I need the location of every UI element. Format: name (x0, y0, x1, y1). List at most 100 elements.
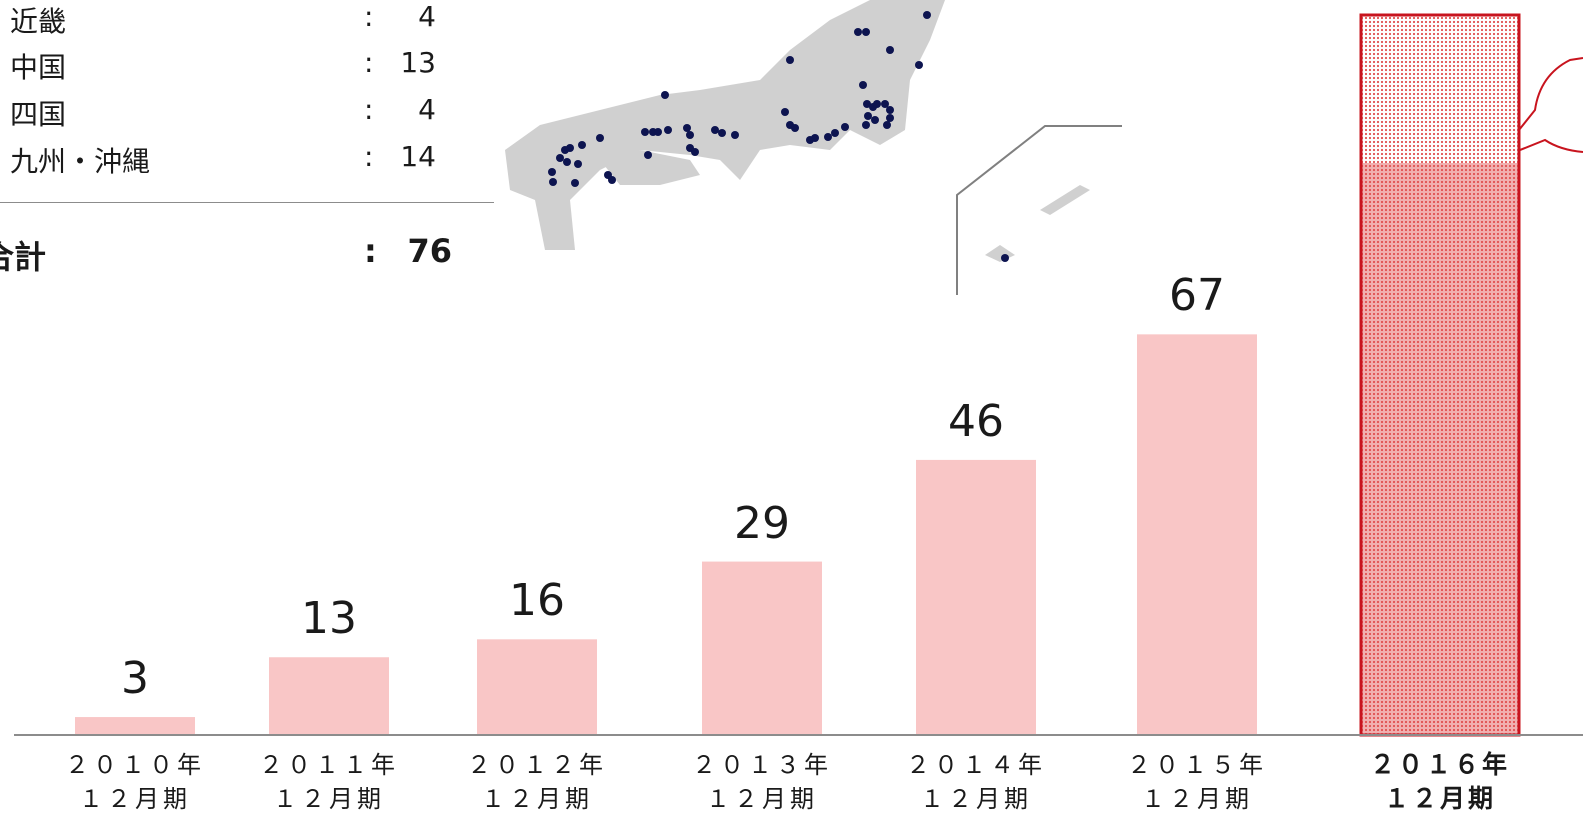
region-colon: : (364, 0, 374, 33)
x-tick-label-line: ２０１１年 (259, 751, 399, 779)
location-dot (664, 126, 672, 134)
region-name: 四国 (10, 98, 67, 131)
location-dot (549, 178, 557, 186)
location-dot (574, 160, 582, 168)
x-tick-label-line: １２月期 (1141, 785, 1253, 813)
x-tick-label-line: １２月期 (920, 785, 1032, 813)
location-dot (781, 108, 789, 116)
location-dot (883, 121, 891, 129)
x-tick-label-line: １２月期 (273, 785, 385, 813)
region-row-kyushu-okinawa: 九州・沖縄 : 14 (0, 140, 494, 178)
location-dot (578, 141, 586, 149)
location-dot (786, 56, 794, 64)
location-dot (683, 124, 691, 132)
location-dot (791, 124, 799, 132)
location-dot (641, 128, 649, 136)
bar (477, 639, 597, 735)
total-row: 合計 : 76 (0, 232, 494, 276)
bar (702, 561, 822, 735)
location-dot (915, 61, 923, 69)
location-dot (863, 100, 871, 108)
location-dot (859, 81, 867, 89)
location-dot (923, 11, 931, 19)
x-tick-label-line: １２月期 (79, 785, 191, 813)
location-dot (862, 121, 870, 129)
location-dot (881, 100, 889, 108)
bar-value-label: 46 (948, 395, 1004, 447)
location-dot (561, 146, 569, 154)
location-dot (718, 129, 726, 137)
bar-value-label: 3 (121, 653, 149, 705)
location-dot (871, 116, 879, 124)
bar (75, 717, 195, 735)
region-value: 14 (400, 140, 436, 173)
x-tick-label-line: ２０１６年 (1369, 750, 1510, 779)
region-name: 中国 (10, 51, 67, 84)
region-colon: : (364, 140, 374, 173)
location-dot (862, 28, 870, 36)
region-row-shikoku: 四国 : 4 (0, 93, 494, 131)
location-dot (691, 148, 699, 156)
x-tick-label-line: ２０１５年 (1127, 751, 1267, 779)
japan-map (505, 0, 1090, 262)
bar (916, 459, 1036, 735)
bar-highlight-fill (1361, 163, 1519, 735)
x-tick-label-line: ２０１４年 (906, 751, 1046, 779)
location-dot (644, 151, 652, 159)
region-colon: : (364, 93, 374, 126)
location-dot (831, 129, 839, 137)
callout-connector (956, 125, 1122, 295)
bar-value-label: 67 (1169, 270, 1225, 322)
location-dot (873, 100, 881, 108)
x-tick-label-line: １２月期 (1383, 784, 1496, 813)
location-dots (548, 11, 1009, 262)
region-colon: : (364, 46, 374, 79)
location-dot (841, 123, 849, 131)
x-tick-label: ２０１１年 １２月期 (234, 748, 424, 816)
location-dot (854, 28, 862, 36)
location-dot (864, 112, 872, 120)
location-dot (556, 154, 564, 162)
x-tick-label: ２０１５年 １２月期 (1102, 748, 1292, 816)
bar (269, 657, 389, 735)
location-dot (563, 158, 571, 166)
region-row-kinki: 近畿 : 4 (0, 0, 494, 38)
region-name: 九州・沖縄 (10, 145, 151, 178)
x-tick-label: ２０１０年 １２月期 (40, 748, 230, 816)
x-tick-label-line: ２０１３年 (692, 751, 832, 779)
location-dot (824, 133, 832, 141)
location-dot (731, 131, 739, 139)
x-tick-label: ２０１６年 １２月期 (1345, 748, 1535, 816)
x-tick-label-line: ２０１２年 (467, 751, 607, 779)
bar-value-label: 29 (734, 497, 790, 549)
total-value: 76 (407, 232, 452, 270)
region-value: 4 (418, 93, 436, 126)
x-tick-label: ２０１４年 １２月期 (881, 748, 1071, 816)
location-dot (886, 114, 894, 122)
location-dot (608, 176, 616, 184)
location-dot (886, 106, 894, 114)
region-value: 4 (418, 0, 436, 33)
x-tick-label: ２０１３年 １２月期 (667, 748, 857, 816)
location-dot (1001, 254, 1009, 262)
location-dot (886, 46, 894, 54)
location-dot (686, 131, 694, 139)
x-tick-label-line: １２月期 (481, 785, 593, 813)
region-name: 近畿 (10, 5, 67, 38)
x-tick-label-line: ２０１０年 (65, 751, 205, 779)
total-label: 合計 (0, 238, 47, 276)
total-colon: : (364, 232, 377, 270)
location-dot (711, 126, 719, 134)
x-tick-label: ２０１２年 １２月期 (442, 748, 632, 816)
region-row-chugoku: 中国 : 13 (0, 46, 494, 84)
bar (1137, 334, 1257, 735)
region-value: 13 (400, 46, 436, 79)
location-dot (596, 134, 604, 142)
total-divider (0, 202, 494, 203)
location-dot (654, 128, 662, 136)
location-dot (806, 136, 814, 144)
bar-value-label: 16 (509, 575, 565, 627)
x-tick-label-line: １２月期 (706, 785, 818, 813)
bar-value-label: 13 (301, 593, 357, 645)
